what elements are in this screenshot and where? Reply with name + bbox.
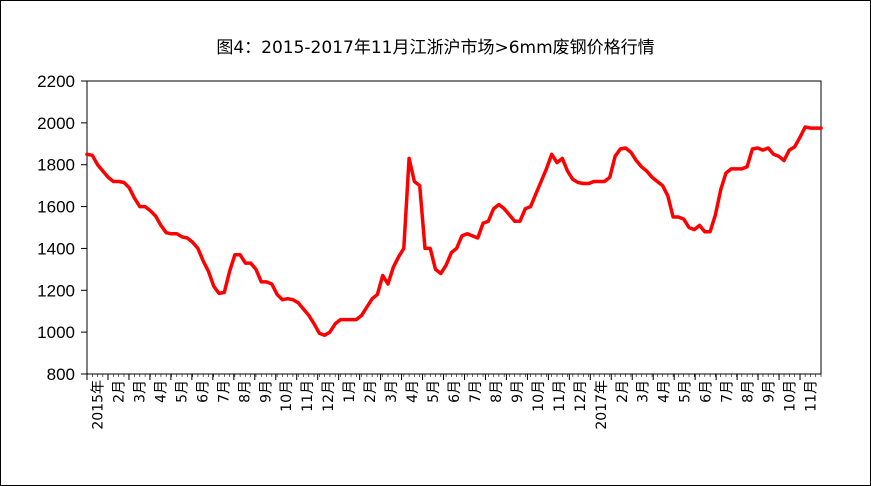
chart-title: 图4：2015-2017年11月江浙沪市场>6mm废钢价格行情 [216,38,655,58]
x-tick-label: 6月 [195,380,211,403]
x-tick-label: 4月 [153,380,169,403]
x-tick-label: 11月 [300,380,316,412]
x-tick-label: 8月 [489,380,505,403]
x-tick-label: 10月 [279,380,295,412]
x-tick-label: 2015年 [90,380,106,430]
x-tick-label: 2月 [363,380,379,403]
x-tick-label: 3月 [384,380,400,403]
x-tick-label: 1月 [342,380,358,403]
x-tick-label: 9月 [258,380,274,403]
y-tick-label: 2200 [37,72,75,91]
x-tick-label: 12月 [321,380,337,412]
x-tick-label: 9月 [510,380,526,403]
x-tick-label: 8月 [237,380,253,403]
x-tick-label: 7月 [216,380,232,403]
x-tick-label: 3月 [132,380,148,403]
y-tick-label: 2000 [37,114,75,133]
plot-area [86,80,822,375]
series-line [85,125,823,338]
x-tick-label: 4月 [405,380,421,403]
x-tick-label: 5月 [426,380,442,403]
x-tick-label: 2月 [615,380,631,403]
x-tick-label: 6月 [699,380,715,403]
y-tick-label: 1200 [37,281,75,300]
y-tick-label: 1000 [37,323,75,342]
x-tick-label: 12月 [573,380,589,412]
x-tick-label: 10月 [783,380,799,412]
y-tick-label: 1600 [37,198,75,217]
x-tick-label: 7月 [468,380,484,403]
x-tick-label: 6月 [447,380,463,403]
x-tick-label: 3月 [636,380,652,403]
x-tick-label: 10月 [531,380,547,412]
x-tick-label: 11月 [804,380,820,412]
x-tick-label: 5月 [678,380,694,403]
x-tick-label: 2017年 [594,380,610,430]
x-tick-label: 11月 [552,380,568,412]
x-tick-label: 8月 [741,380,757,403]
x-tick-label: 5月 [174,380,190,403]
x-tick-label: 2月 [111,380,127,403]
x-tick-label: 9月 [762,380,778,403]
y-tick-label: 1800 [37,156,75,175]
y-tick-label: 1400 [37,239,75,258]
x-tick-label: 7月 [720,380,736,403]
y-tick-label: 800 [47,365,75,384]
x-tick-label: 4月 [657,380,673,403]
